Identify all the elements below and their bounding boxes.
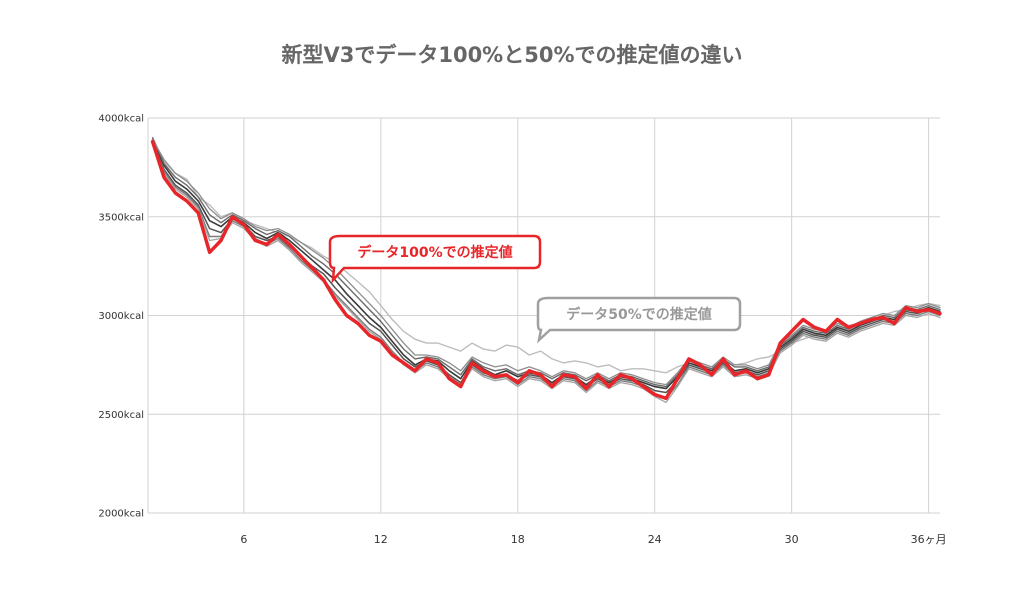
series-lines (150, 137, 942, 404)
axis-ticks: 4000kcal 3500kcal 3000kcal 2500kcal 2000kcal… (98, 114, 946, 547)
callout-100-percent: データ100%での推定値 (328, 234, 542, 284)
x-tick-label: 36ヶ月 (911, 533, 947, 546)
callout-bubble (328, 234, 542, 284)
series-line-g1 (151, 138, 941, 390)
y-tick-label: 2500kcal (98, 410, 144, 421)
series-line-100% (150, 139, 942, 401)
callout-label: データ50%での推定値 (566, 306, 712, 323)
x-tick-label: 30 (785, 533, 799, 546)
x-tick-label: 12 (374, 533, 388, 546)
callout-50-percent: データ50%での推定値 (536, 296, 742, 344)
x-tick-label: 18 (511, 533, 525, 546)
series-line-g3 (151, 137, 941, 388)
series-line-g4 (151, 140, 941, 400)
series-line-50% (151, 137, 941, 374)
y-tick-label: 2000kcal (98, 509, 144, 520)
y-tick-label: 3500kcal (98, 212, 144, 223)
x-tick-label: 6 (240, 533, 247, 546)
chart-title: 新型V3でデータ100%と50%での推定値の違い (281, 43, 742, 67)
y-tick-label: 4000kcal (98, 114, 144, 125)
x-tick-label: 24 (648, 533, 662, 546)
grid-lines (147, 117, 940, 514)
y-tick-label: 3000kcal (98, 311, 144, 322)
series-line-g5 (151, 139, 941, 386)
callout-label: データ100%での推定値 (357, 244, 512, 261)
series-line-g6 (151, 141, 941, 404)
callout-bubble (536, 296, 742, 344)
